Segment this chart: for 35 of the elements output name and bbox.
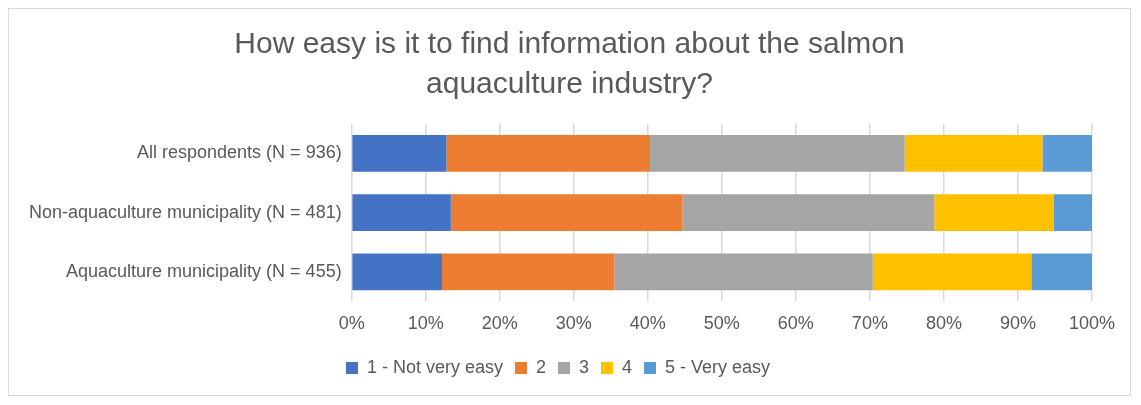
bar (441, 253, 615, 291)
bar (682, 194, 935, 231)
x-tick-label: 30% (555, 313, 592, 334)
legend-label: 4 (622, 356, 633, 377)
bar (614, 253, 873, 291)
y-tick-label: Aquaculture municipality (N = 455) (66, 260, 342, 281)
x-tick-label: 40% (629, 313, 666, 334)
legend-label: 1 - Not very easy (366, 356, 503, 377)
x-tick-label: 80% (925, 313, 962, 334)
bar (872, 253, 1032, 291)
chart-title: How easy is it to find information about the salmon aquaculture industry? (233, 25, 906, 101)
x-tick-label: 50% (703, 313, 740, 334)
bar (934, 194, 1054, 231)
legend-label: 3 (578, 356, 590, 377)
legend-label: 2 (535, 356, 546, 377)
x-tick-label: 100% (1068, 313, 1115, 334)
bar (446, 135, 651, 172)
x-tick-label: 70% (851, 313, 888, 334)
bar (450, 194, 683, 231)
bar (1042, 135, 1092, 172)
y-tick-label: All respondents (N = 936) (137, 142, 342, 163)
x-tick-label: 20% (481, 313, 518, 334)
x-tick-label: 10% (407, 313, 444, 334)
x-tick-label: 90% (999, 313, 1036, 334)
bar (352, 253, 442, 291)
x-tick-label: 0% (338, 313, 365, 334)
bar (1031, 253, 1092, 291)
bar (352, 194, 451, 231)
bar (1053, 194, 1092, 231)
bar (904, 135, 1043, 172)
bar (650, 135, 905, 172)
y-tick-label: Non-aquaculture municipality (N = 481) (29, 201, 342, 222)
x-tick-label: 60% (777, 313, 814, 334)
legend-label: 5 - Very easy (665, 356, 771, 377)
bar (352, 135, 447, 172)
